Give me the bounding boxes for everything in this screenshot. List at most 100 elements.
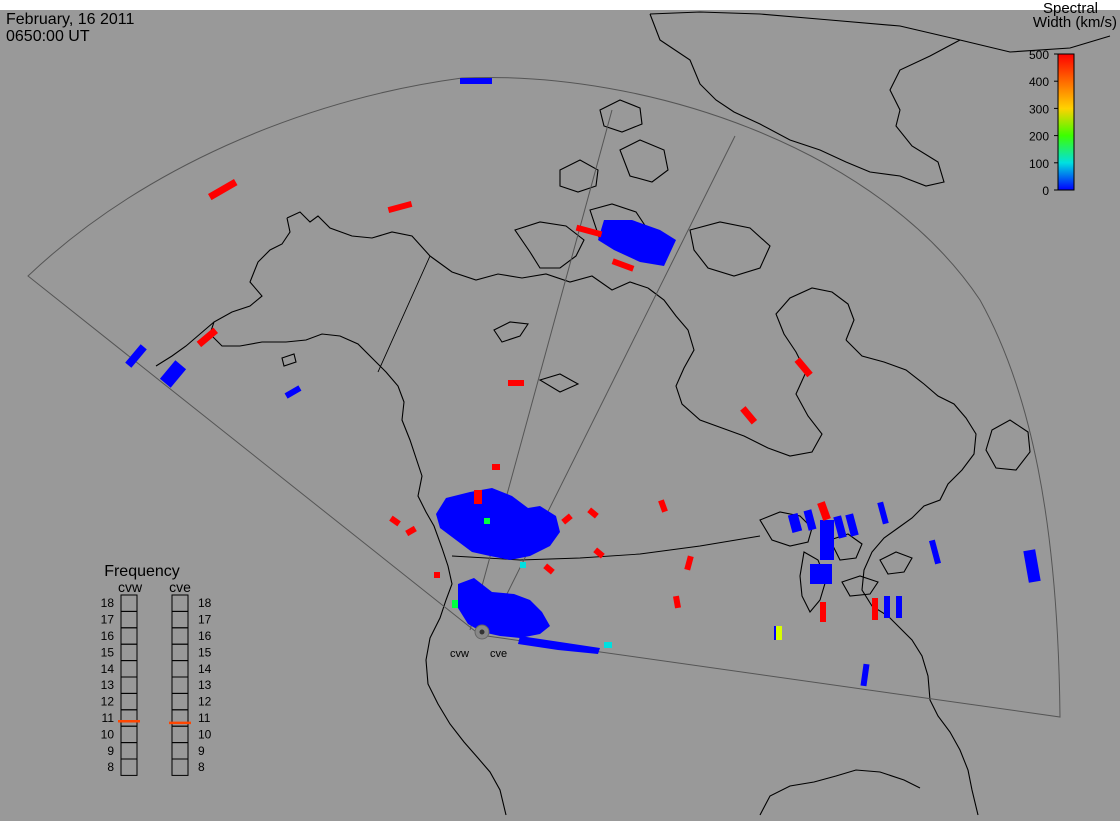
radar-echoes [125, 78, 1041, 687]
echo-red [593, 547, 605, 559]
colorbar-tick-label: 500 [1029, 48, 1049, 62]
colorbar-tick-label: 200 [1029, 130, 1049, 144]
echo-block [159, 360, 187, 388]
echo-red [872, 598, 878, 620]
frequency-level-right: 12 [198, 695, 212, 709]
radar-site-label-cvw: cvw [450, 648, 469, 660]
frequency-panel: Frequency cvw cve 18 18 17 17 16 16 15 15 14 14 13… [101, 563, 212, 776]
echo-cyan [520, 562, 526, 568]
echo-strip-south [518, 636, 600, 654]
frequency-level-right: 14 [198, 662, 212, 676]
echo-block [1023, 549, 1041, 583]
echo-red [575, 224, 603, 238]
echo-block [820, 520, 834, 560]
colorbar-tick-label: 0 [1042, 184, 1049, 198]
map-background [0, 10, 1120, 821]
echo-block [928, 539, 942, 565]
frequency-radar-left: cvw [118, 579, 143, 595]
echo-block [460, 78, 492, 84]
frequency-level-left: 16 [101, 629, 115, 643]
fov-outline [27, 76, 1061, 718]
time-label: 0650:00 UT [6, 28, 90, 45]
echo-block [803, 509, 817, 531]
colorbar-tick-label: 300 [1029, 102, 1049, 116]
colorbar: Spectral Width (km/s) 500 400 300 200 100 0 [1029, 0, 1117, 198]
frequency-level-right: 15 [198, 645, 212, 659]
echo-blob-arctic [598, 220, 676, 266]
echo-green [484, 518, 490, 524]
colorbar-title-line1: Spectral [1043, 0, 1098, 17]
radar-site-markers: cvw cve [450, 624, 507, 660]
frequency-radar-right: cve [169, 579, 191, 595]
echo-red [389, 515, 401, 527]
echo-red-marks [196, 179, 878, 622]
colorbar-ticks: 500 400 300 200 100 0 [1029, 48, 1058, 198]
frequency-level-left: 13 [101, 678, 115, 692]
alaska-canada-border [377, 255, 431, 373]
echo-block [810, 564, 832, 584]
coastline-greenland [649, 11, 1111, 187]
colorbar-gradient [1057, 53, 1075, 191]
echo-red [817, 501, 831, 521]
frequency-cell-cve [171, 758, 189, 776]
colorbar-title-line2: Width (km/s) [1033, 14, 1117, 31]
frequency-cell-cvw [120, 758, 138, 776]
echo-red [794, 357, 813, 378]
coastline-gulf [759, 769, 921, 816]
frequency-level-right: 13 [198, 678, 212, 692]
echo-cyan [604, 642, 612, 648]
echo-red [208, 179, 238, 201]
frequency-title: Frequency [104, 563, 180, 580]
frequency-level-left: 15 [101, 645, 115, 659]
frequency-level-left: 9 [107, 744, 114, 758]
coastline-alaska-west-coast [209, 211, 507, 816]
frequency-level-left: 11 [102, 711, 115, 725]
echo-red [820, 602, 826, 622]
colorbar-tick-label: 100 [1029, 157, 1049, 171]
frequency-level-right: 8 [198, 760, 205, 774]
coastlines [155, 11, 1111, 816]
frequency-level-left: 12 [101, 695, 115, 709]
echo-block [787, 513, 803, 533]
echo-green [452, 600, 458, 608]
frequency-level-left: 10 [101, 727, 115, 741]
frequency-level-left: 8 [107, 760, 114, 774]
echo-red [611, 258, 635, 272]
echo-block [860, 663, 870, 687]
echo-blob-cvw-south [458, 578, 550, 638]
radar-site-label-cve: cve [490, 648, 507, 660]
coastline-arctic-west [429, 255, 649, 393]
echo-red [405, 525, 417, 537]
echo-red [684, 555, 694, 571]
frequency-level-left: 18 [101, 596, 115, 610]
echo-block [284, 385, 302, 399]
echo-blob-cvw-north [436, 488, 560, 560]
frequency-level-right: 18 [198, 596, 212, 610]
echo-red [434, 572, 440, 578]
echo-block [896, 596, 902, 618]
echo-block [833, 515, 847, 539]
frequency-level-right: 11 [198, 711, 211, 725]
frequency-level-right: 16 [198, 629, 212, 643]
frequency-level-left: 17 [101, 613, 115, 627]
date-label: February, 16 2011 [6, 11, 134, 28]
coastline-aleutians [155, 321, 297, 367]
echo-red [387, 200, 413, 214]
echo-red [492, 464, 500, 470]
echo-blocks-east [125, 78, 1041, 687]
echo-red [587, 507, 599, 519]
echo-yellow [776, 626, 782, 640]
frequency-level-right: 17 [198, 613, 212, 627]
frequency-level-right: 10 [198, 727, 212, 741]
echo-red [740, 406, 758, 425]
echo-red [474, 490, 482, 504]
frequency-level-right: 9 [198, 744, 205, 758]
echo-red [561, 513, 573, 525]
coastline-labrador [845, 339, 979, 816]
echo-block [125, 344, 147, 368]
coastline-newfoundland [985, 419, 1031, 471]
colorbar-tick-label: 400 [1029, 75, 1049, 89]
frequency-cells: 18 18 17 17 16 16 15 15 14 14 13 13 12 12 11 11 10 10 9 9 8 8 [101, 594, 212, 776]
